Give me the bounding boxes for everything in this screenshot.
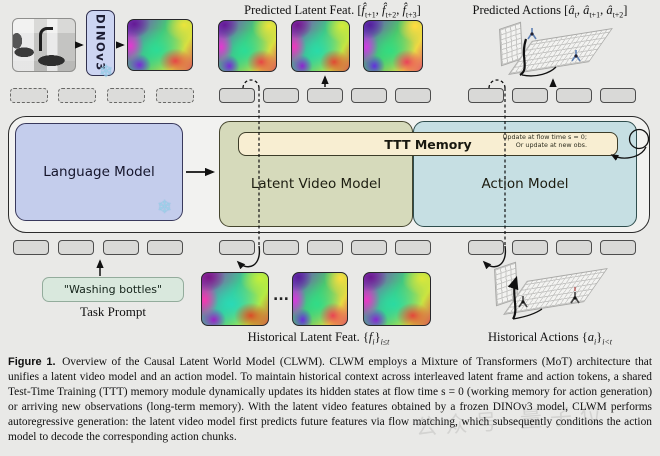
- robot-observation-photo: [12, 18, 76, 72]
- prompt-token: [156, 88, 194, 103]
- latent-feature-image: [127, 19, 193, 71]
- prompt-token: [58, 240, 94, 255]
- predicted-latent-image-3: [363, 20, 423, 72]
- latent-token: [395, 240, 431, 255]
- ttt-update-note: Update at flow time s = 0; Or update at …: [502, 133, 587, 149]
- gripper-icon: [527, 28, 581, 62]
- latent-feedback-arc: [242, 79, 260, 89]
- predicted-latent-image-1: [218, 20, 277, 72]
- latent-token: [307, 240, 343, 255]
- predicted-latent-image-2: [291, 20, 350, 72]
- frozen-snowflake-icon: ❄: [157, 197, 173, 218]
- prompt-token: [103, 240, 139, 255]
- action-token: [468, 88, 504, 103]
- predicted-actions-plot: [492, 17, 613, 89]
- predicted-latent-title: Predicted Latent Feat. [f̂t+1, f̂t+2, f̂…: [244, 3, 421, 20]
- prompt-token: [10, 88, 48, 103]
- historical-latent-image-3: [363, 272, 431, 326]
- faucet-shape: [39, 27, 53, 51]
- figure-caption-text: Overview of the Causal Latent World Mode…: [8, 356, 652, 443]
- dinov3-label: DINOv3: [93, 14, 108, 72]
- figure-caption-label: Figure 1.: [8, 356, 56, 368]
- prompt-token: [58, 88, 96, 103]
- action-token: [556, 88, 592, 103]
- language-model-label: Language Model: [43, 164, 155, 180]
- latent-token: [263, 88, 299, 103]
- prompt-token: [13, 240, 49, 255]
- historical-actions-plot: [487, 257, 608, 331]
- action-model-label: Action Model: [481, 176, 569, 192]
- action-token: [600, 88, 636, 103]
- historical-latent-image-2: [292, 272, 348, 326]
- prompt-token: [107, 88, 145, 103]
- figure-caption: Figure 1. Overview of the Causal Latent …: [8, 355, 652, 445]
- frozen-snowflake-icon: ❄: [99, 62, 114, 82]
- gripper-icon: [518, 292, 580, 308]
- ttt-memory-bar: TTT Memory Update at flow time s = 0; Or…: [238, 132, 618, 156]
- latent-token: [307, 88, 343, 103]
- action-token: [468, 240, 504, 255]
- latent-token: [219, 88, 255, 103]
- action-token: [512, 88, 548, 103]
- language-model-box: Language Model: [15, 123, 183, 221]
- predicted-actions-title: Predicted Actions [ât, ât+1, ât+2]: [472, 3, 628, 20]
- latent-token: [351, 88, 387, 103]
- action-token: [556, 240, 592, 255]
- historical-trajectory: [507, 275, 580, 320]
- dinov3-encoder-box: DINOv3: [86, 10, 115, 76]
- latent-token: [351, 240, 387, 255]
- action-token: [512, 240, 548, 255]
- task-prompt-box: "Washing bottles": [42, 277, 184, 302]
- prompt-token: [147, 240, 183, 255]
- latent-token: [219, 240, 255, 255]
- historical-latent-label: Historical Latent Feat. {fi}i≤t: [247, 330, 390, 347]
- action-token: [600, 240, 636, 255]
- historical-actions-label: Historical Actions {ai}i<t: [487, 330, 613, 347]
- ttt-memory-label: TTT Memory: [384, 136, 472, 152]
- latent-token: [395, 88, 431, 103]
- ellipsis: ...: [273, 288, 289, 304]
- historical-latent-image-1: [201, 272, 269, 326]
- task-prompt-text: "Washing bottles": [63, 283, 163, 296]
- predicted-trajectory: [519, 28, 581, 77]
- latent-video-model-label: Latent Video Model: [250, 176, 382, 192]
- latent-token: [263, 240, 299, 255]
- task-prompt-caption: Task Prompt: [80, 304, 146, 319]
